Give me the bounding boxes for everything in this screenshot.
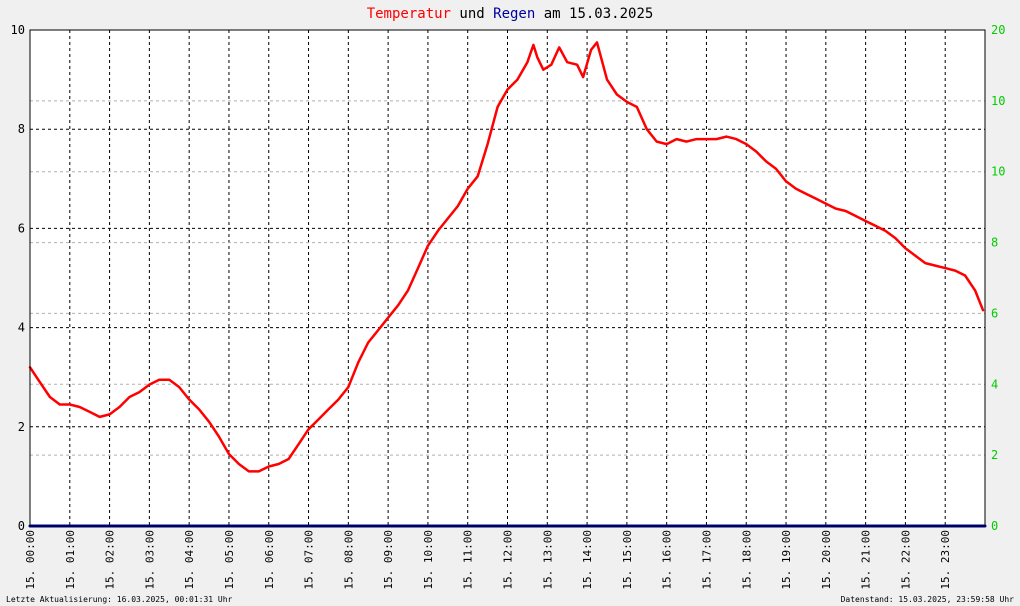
x-tick-label: 15. 16:00 [661, 530, 674, 590]
x-axis: 15. 00:00 15. 01:00 15. 02:00 15. 03:00 15. … [24, 530, 952, 590]
y-left-tick-label: 0 [18, 519, 25, 533]
x-tick-label: 15. 13:00 [541, 530, 554, 590]
x-tick-label: 15. 18:00 [740, 530, 753, 590]
y-right-tick-label: 2 [991, 448, 998, 462]
y-left-tick-label: 2 [18, 420, 25, 434]
x-tick-label: 15. 21:00 [860, 530, 873, 590]
x-tick-label: 15. 01:00 [64, 530, 77, 590]
grid [30, 30, 985, 526]
title-date: am 15.03.2025 [535, 6, 653, 22]
title-rain: Regen [493, 6, 535, 22]
temperature-series-line [28, 41, 985, 473]
y-left-tick-label: 6 [18, 221, 25, 235]
footer-data-state: Datenstand: 15.03.2025, 23:59:58 Uhr [841, 595, 1015, 604]
plot-border [29, 29, 986, 527]
y-right-tick-label: 8 [991, 236, 998, 250]
x-tick-label: 15. 17:00 [700, 530, 713, 590]
x-tick-label: 15. 06:00 [263, 530, 276, 590]
footer-last-update: Letzte Aktualisierung: 16.03.2025, 00:01… [6, 595, 233, 604]
x-tick-label: 15. 15:00 [621, 530, 634, 590]
y-right-tick-label: 4 [991, 377, 998, 391]
y-right-tick-label: 10 [991, 94, 1005, 108]
x-tick-label: 15. 12:00 [502, 530, 515, 590]
chart-title: Temperatur und Regen am 15.03.2025 [367, 6, 654, 22]
left-axis: 0 2 4 6 8 10 [11, 23, 25, 533]
x-tick-label: 15. 20:00 [820, 530, 833, 590]
x-tick-label: 15. 05:00 [223, 530, 236, 590]
y-left-tick-label: 10 [11, 23, 25, 37]
x-tick-label: 15. 02:00 [104, 530, 117, 590]
x-tick-label: 15. 11:00 [462, 530, 475, 590]
title-und: und [451, 6, 493, 22]
title-temperature: Temperatur [367, 6, 451, 22]
y-right-tick-label: 6 [991, 306, 998, 320]
x-tick-label: 15. 07:00 [303, 530, 316, 590]
x-tick-label: 15. 22:00 [899, 530, 912, 590]
x-tick-label: 15. 04:00 [183, 530, 196, 590]
y-right-tick-label: 10 [991, 165, 1005, 179]
right-axis: 0 2 4 6 8 10 10 20 [991, 23, 1005, 533]
x-tick-label: 15. 10:00 [422, 530, 435, 590]
x-tick-label: 15. 03:00 [143, 530, 156, 590]
y-right-tick-label: 20 [991, 23, 1005, 37]
y-left-tick-label: 8 [18, 122, 25, 136]
x-tick-label: 15. 19:00 [780, 530, 793, 590]
x-tick-label: 15. 23:00 [939, 530, 952, 590]
x-tick-label: 15. 09:00 [382, 530, 395, 590]
y-right-tick-label: 0 [991, 519, 998, 533]
x-tick-label: 15. 14:00 [581, 530, 594, 590]
y-left-tick-label: 4 [18, 321, 25, 335]
x-tick-label: 15. 08:00 [342, 530, 355, 590]
x-tick-label: 15. 00:00 [24, 530, 37, 590]
